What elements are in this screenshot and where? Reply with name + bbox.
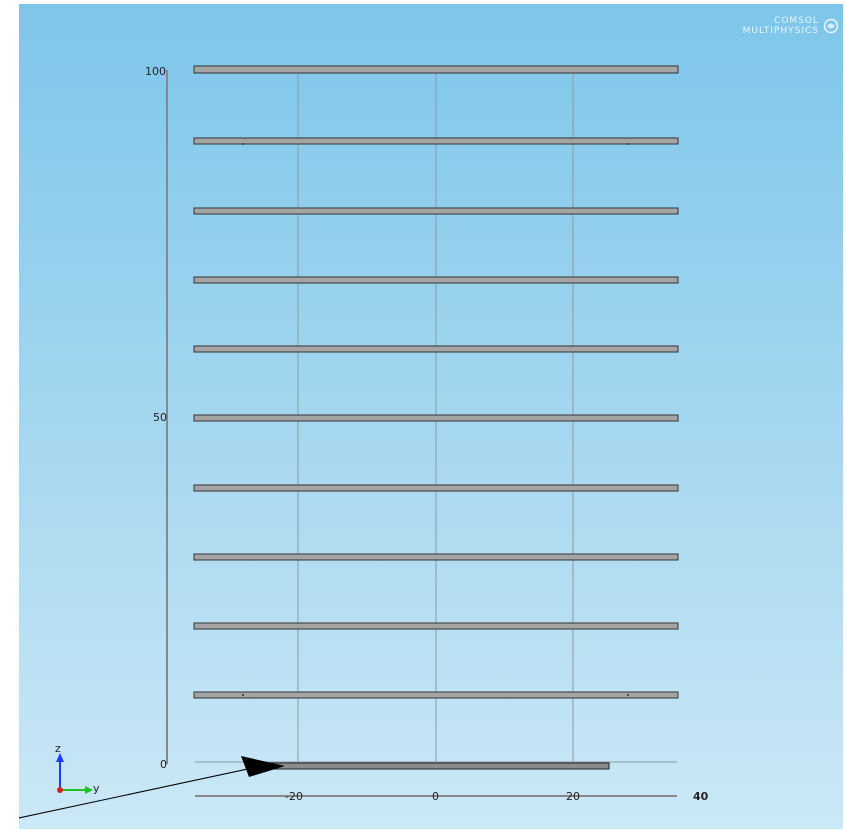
logo-line-1: COMSOL bbox=[774, 16, 819, 26]
logo-line-2: MULTIPHYSICS bbox=[742, 26, 819, 36]
plate-stack bbox=[193, 65, 679, 770]
base-plate[interactable] bbox=[261, 762, 610, 770]
plate[interactable] bbox=[193, 65, 679, 74]
plate[interactable] bbox=[193, 484, 679, 492]
x-tick-overlap: 40 bbox=[693, 790, 709, 803]
triad-origin bbox=[57, 787, 63, 793]
plate[interactable] bbox=[193, 553, 679, 561]
plate-edge-marks bbox=[242, 143, 629, 696]
plate[interactable] bbox=[193, 691, 679, 699]
graphics-viewport[interactable]: 100 50 0 -20 0 20 40 z y COMSOL MULTIPHY… bbox=[19, 4, 843, 829]
plate[interactable] bbox=[193, 276, 679, 284]
comsol-logo: COMSOL MULTIPHYSICS bbox=[743, 16, 839, 36]
plate[interactable] bbox=[193, 137, 679, 145]
plate[interactable] bbox=[193, 345, 679, 353]
y-tick-20: 20 bbox=[566, 790, 580, 803]
plate[interactable] bbox=[193, 414, 679, 422]
z-tick-100: 100 bbox=[145, 65, 166, 78]
y-tick-neg20: -20 bbox=[285, 790, 303, 803]
axis-triad bbox=[56, 753, 93, 794]
triad-y-label: y bbox=[93, 782, 100, 795]
plate[interactable] bbox=[193, 207, 679, 215]
pointer-arrow bbox=[19, 756, 285, 819]
z-tick-0: 0 bbox=[160, 758, 167, 771]
model-geometry[interactable] bbox=[19, 4, 843, 829]
y-tick-0: 0 bbox=[432, 790, 439, 803]
comsol-logo-icon bbox=[823, 18, 839, 34]
plate[interactable] bbox=[193, 622, 679, 630]
z-tick-50: 50 bbox=[153, 411, 167, 424]
triad-z-label: z bbox=[55, 742, 61, 755]
